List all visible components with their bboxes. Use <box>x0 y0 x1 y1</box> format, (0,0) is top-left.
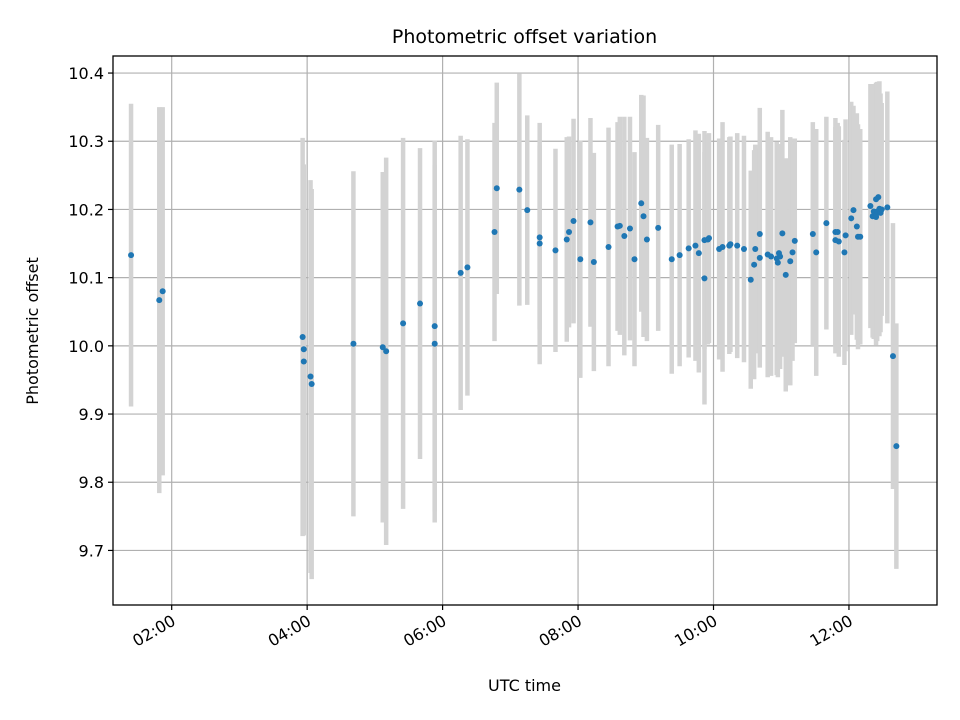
data-point <box>834 228 841 235</box>
data-point <box>631 256 638 263</box>
data-point <box>464 264 471 271</box>
data-point <box>893 443 900 450</box>
data-point <box>350 340 357 347</box>
y-tick-label: 10.2 <box>68 200 104 219</box>
data-point <box>727 241 734 248</box>
data-point <box>809 230 816 237</box>
data-point <box>719 243 726 250</box>
data-point <box>536 234 543 241</box>
data-point <box>605 243 612 250</box>
data-point <box>768 253 775 260</box>
data-point <box>587 219 594 226</box>
data-point <box>842 232 849 239</box>
data-point <box>889 353 896 360</box>
data-point <box>787 258 794 265</box>
data-point <box>383 348 390 355</box>
data-point <box>128 252 135 259</box>
data-point <box>552 247 559 254</box>
chart-title: Photometric offset variation <box>392 26 657 48</box>
grid <box>113 56 937 605</box>
data-point <box>884 204 891 211</box>
data-point <box>789 249 796 256</box>
data-point <box>491 228 498 235</box>
data-point <box>875 194 882 201</box>
data-point <box>813 249 820 256</box>
data-point <box>751 261 758 268</box>
data-point <box>823 220 830 227</box>
data-point <box>431 340 438 347</box>
data-point <box>638 200 645 207</box>
data-point <box>516 186 523 193</box>
data-point <box>431 323 438 330</box>
data-point <box>857 233 864 240</box>
data-point <box>676 252 683 259</box>
data-point <box>853 223 860 230</box>
data-point <box>685 245 692 252</box>
data-point <box>457 269 464 276</box>
data-point <box>850 207 857 214</box>
data-point <box>307 373 314 380</box>
data-point <box>752 246 759 253</box>
data-point <box>878 206 885 213</box>
data-point <box>563 236 570 243</box>
y-tick-label: 10.4 <box>68 64 104 83</box>
data-point <box>300 358 307 365</box>
data-point <box>668 256 675 263</box>
data-point <box>616 222 623 229</box>
data-point <box>705 235 712 242</box>
data-point <box>779 230 786 237</box>
y-tick-label: 9.7 <box>79 541 104 560</box>
data-point <box>524 207 531 214</box>
y-tick-label: 10.3 <box>68 132 104 151</box>
data-point <box>740 246 747 253</box>
data-point <box>692 242 699 249</box>
data-point <box>493 185 500 192</box>
data-point <box>400 320 407 327</box>
y-tick-label: 10.1 <box>68 269 104 288</box>
plot-frame <box>112 55 938 606</box>
data-point <box>566 228 573 235</box>
data-point <box>159 288 166 295</box>
data-point <box>848 215 855 222</box>
data-point <box>782 271 789 278</box>
data-point <box>734 242 741 249</box>
data-point <box>417 300 424 307</box>
data-point <box>308 381 315 388</box>
x-axis-label: UTC time <box>488 676 561 695</box>
y-axis-label: Photometric offset <box>23 257 42 405</box>
data-point <box>701 275 708 282</box>
data-point <box>777 253 784 260</box>
data-point <box>621 233 628 240</box>
data-point <box>643 236 650 243</box>
data-point <box>536 240 543 247</box>
data-point <box>756 254 763 261</box>
data-point <box>873 213 880 220</box>
data-point <box>570 218 577 225</box>
y-tick-label: 9.9 <box>79 405 104 424</box>
data-point <box>774 259 781 266</box>
y-tick-label: 9.8 <box>79 473 104 492</box>
data-point <box>695 250 702 257</box>
data-point <box>379 344 386 351</box>
data-point <box>299 333 306 340</box>
data-point <box>747 276 754 283</box>
y-tick-label: 10.0 <box>68 337 104 356</box>
data-point <box>626 225 633 232</box>
data-point <box>791 237 798 244</box>
data-point <box>156 297 163 304</box>
data-point <box>835 238 842 245</box>
data-point <box>867 203 874 210</box>
data-point <box>756 230 763 237</box>
data-point <box>590 258 597 265</box>
data-point <box>841 249 848 256</box>
data-point <box>655 224 662 231</box>
data-point <box>640 213 647 220</box>
data-points <box>128 185 900 450</box>
data-point <box>577 256 584 263</box>
data-point <box>300 346 307 353</box>
